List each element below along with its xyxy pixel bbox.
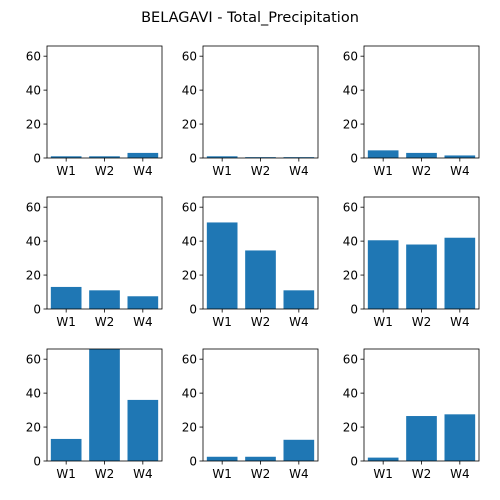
bar-w1 (51, 287, 82, 309)
y-tick-label: 60 (343, 49, 358, 63)
y-tick-label: 60 (182, 352, 197, 366)
bar-w2 (406, 416, 437, 461)
x-tick-label: W1 (56, 164, 76, 178)
bar-w4 (128, 153, 159, 158)
x-tick-label: W2 (412, 164, 432, 178)
y-tick-label: 60 (182, 49, 197, 63)
y-tick-label: 40 (343, 83, 358, 97)
plot-frame (364, 46, 479, 158)
y-tick-label: 40 (182, 234, 197, 248)
y-tick-label: 0 (33, 302, 41, 316)
y-tick-label: 60 (343, 200, 358, 214)
y-tick-label: 60 (26, 200, 41, 214)
y-tick-label: 20 (182, 268, 197, 282)
x-tick-label: W1 (373, 467, 393, 481)
x-tick-label: W4 (289, 467, 309, 481)
y-tick-label: 20 (182, 117, 197, 131)
subplot-6: W1 W2 W4 0 20 40 60 (343, 197, 479, 329)
x-tick-label: W4 (133, 467, 153, 481)
bar-w4 (445, 414, 476, 461)
x-tick-label: W2 (251, 467, 271, 481)
subplot-5: W1 W2 W4 0 20 40 60 (182, 197, 318, 329)
subplot-4: W1 W2 W4 0 20 40 60 (26, 197, 162, 329)
y-tick-label: 20 (343, 117, 358, 131)
x-tick-label: W2 (95, 315, 115, 329)
subplot-9: W1 W2 W4 0 20 40 60 (343, 349, 479, 481)
y-tick-label: 60 (182, 200, 197, 214)
y-tick-label: 0 (350, 454, 358, 468)
bar-w4 (284, 440, 315, 461)
bar-w2 (406, 245, 437, 309)
y-tick-label: 60 (343, 352, 358, 366)
bar-w2 (89, 349, 120, 461)
x-tick-label: W1 (212, 164, 232, 178)
plot-frame (47, 46, 162, 158)
bar-w1 (207, 222, 238, 309)
bar-w1 (368, 240, 399, 309)
bar-w1 (207, 457, 238, 461)
y-tick-label: 20 (26, 268, 41, 282)
bar-w2 (245, 250, 276, 309)
y-tick-label: 40 (343, 386, 358, 400)
y-tick-label: 0 (350, 302, 358, 316)
x-tick-label: W4 (133, 315, 153, 329)
bar-w1 (368, 150, 399, 158)
bar-w4 (445, 238, 476, 309)
x-tick-label: W2 (95, 164, 115, 178)
y-tick-label: 40 (26, 234, 41, 248)
bar-w2 (245, 457, 276, 461)
y-tick-label: 60 (26, 49, 41, 63)
bar-w1 (368, 458, 399, 461)
x-tick-label: W1 (212, 467, 232, 481)
x-tick-label: W1 (212, 315, 232, 329)
x-tick-label: W2 (95, 467, 115, 481)
bar-w2 (89, 290, 120, 309)
x-tick-label: W1 (373, 164, 393, 178)
y-tick-label: 20 (26, 117, 41, 131)
subplot-2: W1 W2 W4 0 20 40 60 (182, 46, 318, 178)
y-tick-label: 0 (189, 302, 197, 316)
y-tick-label: 40 (182, 83, 197, 97)
x-tick-label: W2 (251, 164, 271, 178)
y-tick-label: 0 (189, 151, 197, 165)
x-tick-label: W4 (450, 467, 470, 481)
subplot-3: W1 W2 W4 0 20 40 60 (343, 46, 479, 178)
bar-w4 (128, 296, 159, 309)
y-tick-label: 0 (350, 151, 358, 165)
y-tick-label: 0 (33, 454, 41, 468)
plot-frame (203, 46, 318, 158)
x-tick-label: W1 (56, 315, 76, 329)
bar-w2 (406, 153, 437, 158)
y-tick-label: 0 (189, 454, 197, 468)
x-tick-label: W1 (56, 467, 76, 481)
bar-w4 (284, 290, 315, 309)
x-tick-label: W2 (412, 467, 432, 481)
subplot-8: W1 W2 W4 0 20 40 60 (182, 349, 318, 481)
bar-w4 (128, 400, 159, 461)
x-tick-label: W1 (373, 315, 393, 329)
x-tick-label: W2 (412, 315, 432, 329)
y-tick-label: 20 (182, 420, 197, 434)
y-tick-label: 40 (26, 386, 41, 400)
x-tick-label: W4 (289, 315, 309, 329)
y-tick-label: 40 (26, 83, 41, 97)
y-tick-label: 20 (343, 268, 358, 282)
y-tick-label: 0 (33, 151, 41, 165)
x-tick-label: W4 (450, 315, 470, 329)
y-tick-label: 40 (182, 386, 197, 400)
x-tick-label: W2 (251, 315, 271, 329)
x-tick-label: W4 (450, 164, 470, 178)
y-tick-label: 20 (343, 420, 358, 434)
y-tick-label: 40 (343, 234, 358, 248)
bar-w1 (51, 439, 82, 461)
subplot-7: W1 W2 W4 0 20 40 60 (26, 349, 162, 481)
y-tick-label: 20 (26, 420, 41, 434)
y-tick-label: 60 (26, 352, 41, 366)
x-tick-label: W4 (289, 164, 309, 178)
x-tick-label: W4 (133, 164, 153, 178)
subplot-1: W1 W2 W4 0 20 40 60 (26, 46, 162, 178)
chart-title: BELAGAVI - Total_Precipitation (141, 10, 359, 26)
